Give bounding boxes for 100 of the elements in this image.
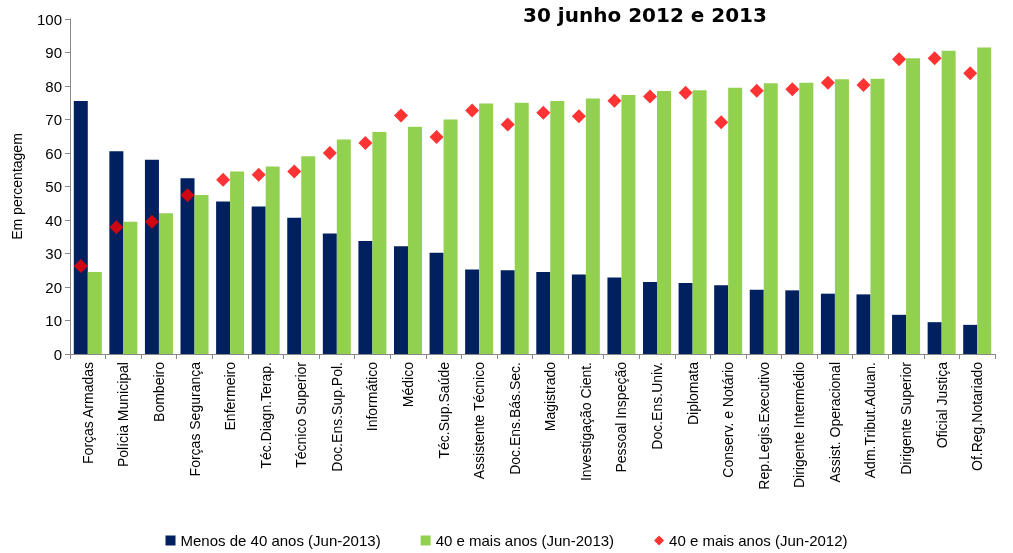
bar xyxy=(550,101,565,354)
y-tick-label: 60 xyxy=(45,144,62,162)
point xyxy=(678,85,693,100)
x-tick-label: Dirigente Intermédio xyxy=(791,361,808,489)
x-tick-label: Forças Segurança xyxy=(186,361,203,477)
x-tick-label: Dirigente Superior xyxy=(898,361,915,475)
bar xyxy=(465,269,480,354)
bar xyxy=(834,79,849,354)
bar xyxy=(393,246,408,354)
x-tick-label: Diplomata xyxy=(684,361,701,426)
bar xyxy=(856,294,871,354)
point xyxy=(429,129,444,144)
bar xyxy=(216,201,231,354)
y-tick-label: 20 xyxy=(45,278,62,296)
y-tick-label: 40 xyxy=(45,211,62,229)
point xyxy=(144,214,159,229)
x-tick-label: Médico xyxy=(399,361,416,408)
x-tick-label: Téc.Diagn.Terap. xyxy=(257,362,274,469)
x-tick-label: Adm.Tribut.Aduan. xyxy=(862,362,879,479)
x-tick-label: Técnico Superior xyxy=(293,361,310,468)
bar xyxy=(429,252,444,354)
y-tick-label: 70 xyxy=(45,111,62,128)
y-axis-title: Em percentagem xyxy=(9,133,25,240)
bar xyxy=(643,281,658,354)
x-tick-label: Assist. Operacional xyxy=(826,362,843,483)
point xyxy=(820,75,835,90)
point xyxy=(892,52,907,67)
x-tick-label: Pessoal Inspeção xyxy=(613,361,630,473)
point xyxy=(500,117,515,132)
bar xyxy=(322,233,337,354)
point xyxy=(109,220,124,235)
bar xyxy=(287,217,302,354)
bar xyxy=(407,126,422,354)
bar xyxy=(265,166,280,354)
bar xyxy=(251,206,266,354)
x-tick-label: Investigação Cient. xyxy=(577,362,594,482)
bar xyxy=(749,289,764,354)
x-tick-label: Magistrado xyxy=(542,361,559,432)
point xyxy=(180,188,195,203)
y-tick-label: 100 xyxy=(36,10,62,28)
point xyxy=(251,167,266,182)
bar xyxy=(607,277,622,354)
x-tick-label: Téc.Sup.Saúde xyxy=(435,361,452,459)
x-tick-label: Of.Reg.Notariado xyxy=(969,361,986,471)
point xyxy=(856,78,871,92)
bar xyxy=(714,285,729,354)
x-tick-label: Conserv. e Notário xyxy=(720,361,737,478)
point xyxy=(216,172,231,187)
bar xyxy=(180,178,195,354)
bar xyxy=(799,82,814,354)
y-tick-label: 50 xyxy=(45,178,62,195)
bar xyxy=(763,83,778,354)
bar xyxy=(230,171,245,354)
bar xyxy=(621,95,636,354)
y-tick-label: 10 xyxy=(45,312,62,329)
bar xyxy=(109,151,124,354)
bar xyxy=(678,282,693,354)
bar xyxy=(443,119,458,354)
legend-label: Menos de 40 anos (Jun-2013) xyxy=(180,532,381,549)
y-tick-label: 90 xyxy=(45,44,62,61)
point xyxy=(607,93,622,108)
y-tick-label: 30 xyxy=(45,245,62,262)
bar xyxy=(927,322,942,354)
legend-label: 40 e mais anos (Jun-2012) xyxy=(669,532,848,549)
bar xyxy=(870,78,885,354)
x-tick-label: Enfermeiro xyxy=(222,361,239,431)
point xyxy=(927,51,942,66)
x-tick-label: Oficial Justiça xyxy=(933,361,950,449)
bar xyxy=(372,131,387,354)
x-tick-label: Bombeiro xyxy=(150,361,167,422)
x-tick-label: Polícia Municipal xyxy=(115,362,132,468)
x-tick-label: Doc.Ens.Univ. xyxy=(649,362,666,450)
x-tick-label: Rep.Legis.Executivo xyxy=(755,361,772,490)
legend-label: 40 e mais anos (Jun-2013) xyxy=(435,532,615,549)
point xyxy=(714,115,729,130)
point xyxy=(785,82,800,97)
bar xyxy=(820,293,835,354)
x-tick-label: Informático xyxy=(364,361,381,432)
y-tick-label: 0 xyxy=(53,345,62,363)
point xyxy=(322,146,337,160)
bar xyxy=(358,241,373,354)
y-tick-label: 80 xyxy=(45,77,62,95)
point xyxy=(358,135,373,150)
bar xyxy=(728,87,743,354)
x-tick-label: Assistente Técnico xyxy=(471,361,488,480)
bar xyxy=(73,101,88,354)
point xyxy=(571,109,586,124)
bar xyxy=(906,58,921,354)
point xyxy=(963,66,978,81)
point xyxy=(749,83,764,98)
chart-title: 30 junho 2012 e 2013 xyxy=(523,3,767,27)
x-tick-label: Forças Armadas xyxy=(79,362,96,464)
bar xyxy=(500,270,515,354)
bar xyxy=(87,271,102,354)
point xyxy=(643,89,658,104)
bar xyxy=(585,98,600,354)
bar xyxy=(514,102,529,354)
bar xyxy=(123,221,138,354)
bar xyxy=(479,103,494,354)
bar xyxy=(144,159,159,354)
